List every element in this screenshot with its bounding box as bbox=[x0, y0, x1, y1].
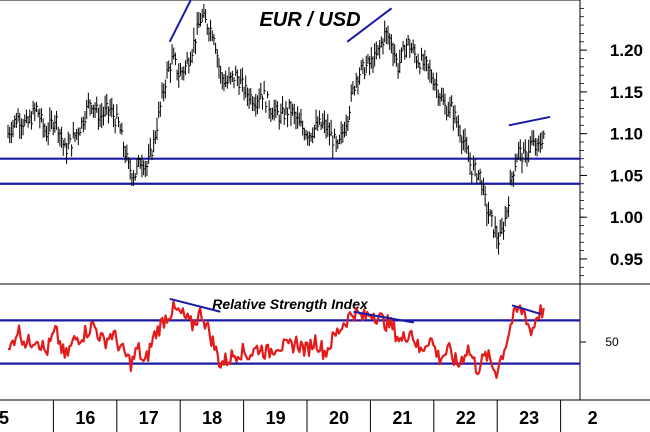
price-y-tick-label: 1.05 bbox=[610, 166, 643, 185]
price-chart-title: EUR / USD bbox=[259, 9, 360, 31]
x-tick-label: 23 bbox=[519, 408, 539, 428]
x-tick-label: 17 bbox=[139, 408, 159, 428]
price-y-tick-label: 1.10 bbox=[610, 125, 643, 144]
price-trendline bbox=[168, 0, 192, 43]
x-tick-label: 2 bbox=[588, 408, 598, 428]
x-tick-label: 19 bbox=[266, 408, 286, 428]
rsi-line bbox=[7, 300, 545, 379]
x-tick-label: 20 bbox=[329, 408, 349, 428]
price-trendline bbox=[346, 7, 393, 43]
x-tick-label: 5 bbox=[0, 408, 9, 428]
price-panel bbox=[0, 0, 580, 255]
x-tick-label: 16 bbox=[75, 408, 95, 428]
rsi-trendline bbox=[353, 310, 414, 324]
rsi-y-tick-label: 50 bbox=[605, 335, 619, 349]
price-y-tick-label: 1.20 bbox=[610, 41, 643, 60]
rsi-trendline bbox=[169, 297, 221, 313]
x-tick-label: 18 bbox=[202, 408, 222, 428]
price-y-tick-label: 1.00 bbox=[610, 208, 643, 227]
axes: 0.95 1.00 1.05 1.10 1.15 1.20 50 5 16 17 18 19 20 21 2… bbox=[0, 7, 643, 432]
x-tick-label: 21 bbox=[392, 408, 412, 428]
price-trendline bbox=[508, 115, 551, 127]
rsi-panel bbox=[0, 297, 580, 379]
rsi-trendline bbox=[511, 304, 541, 315]
x-tick-label: 22 bbox=[456, 408, 476, 428]
price-y-tick-label: 0.95 bbox=[610, 250, 643, 269]
price-y-tick-label: 1.15 bbox=[610, 83, 643, 102]
rsi-chart-title: Relative Strength Index bbox=[212, 296, 369, 312]
